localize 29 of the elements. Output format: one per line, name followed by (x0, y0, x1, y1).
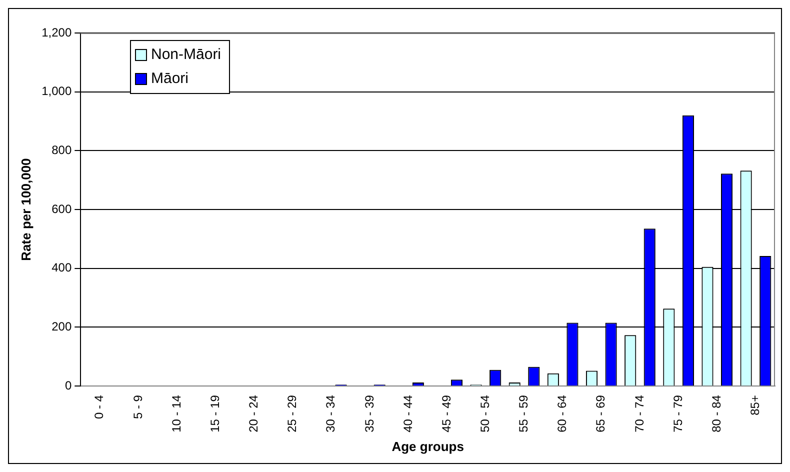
x-tick-label: 25 - 29 (285, 394, 300, 432)
y-tick-label: 200 (52, 320, 72, 334)
y-tick-label: 600 (52, 202, 72, 216)
x-tick-label: 70 - 74 (632, 394, 646, 432)
x-tick-label: 5 - 9 (130, 394, 145, 420)
x-tick-label: 45 - 49 (439, 394, 454, 432)
x-tick-label: 50 - 54 (478, 394, 492, 432)
legend-label: Māori (151, 69, 189, 89)
x-tick-label: 15 - 19 (208, 394, 222, 432)
y-tick-label: 1,000 (42, 84, 72, 98)
x-axis-title: Age groups (392, 438, 464, 454)
y-tick-label: 1,200 (42, 25, 72, 40)
x-tick-label: 40 - 44 (400, 394, 415, 432)
x-tick-label: 10 - 14 (169, 394, 184, 432)
legend-label: Non-Māori (151, 45, 222, 65)
x-tick-label: 75 - 79 (670, 394, 685, 432)
y-tick-label: 800 (52, 142, 72, 157)
y-tick-label: 0 (64, 378, 72, 392)
x-tick-label: 85+ (748, 395, 762, 416)
x-tick-label: 0 - 4 (92, 394, 106, 420)
x-tick-label: 20 - 24 (246, 394, 261, 432)
x-tick-label: 55 - 59 (516, 394, 531, 432)
x-tick-label: 35 - 39 (362, 394, 376, 432)
y-axis-title: Rate per 100,000 (18, 158, 34, 261)
x-tick-label: 65 - 69 (594, 394, 608, 432)
x-tick-label: 30 - 34 (324, 394, 338, 432)
x-tick-label: 80 - 84 (709, 394, 724, 432)
y-tick-label: 400 (52, 260, 72, 275)
x-tick-label: 60 - 64 (555, 394, 570, 432)
